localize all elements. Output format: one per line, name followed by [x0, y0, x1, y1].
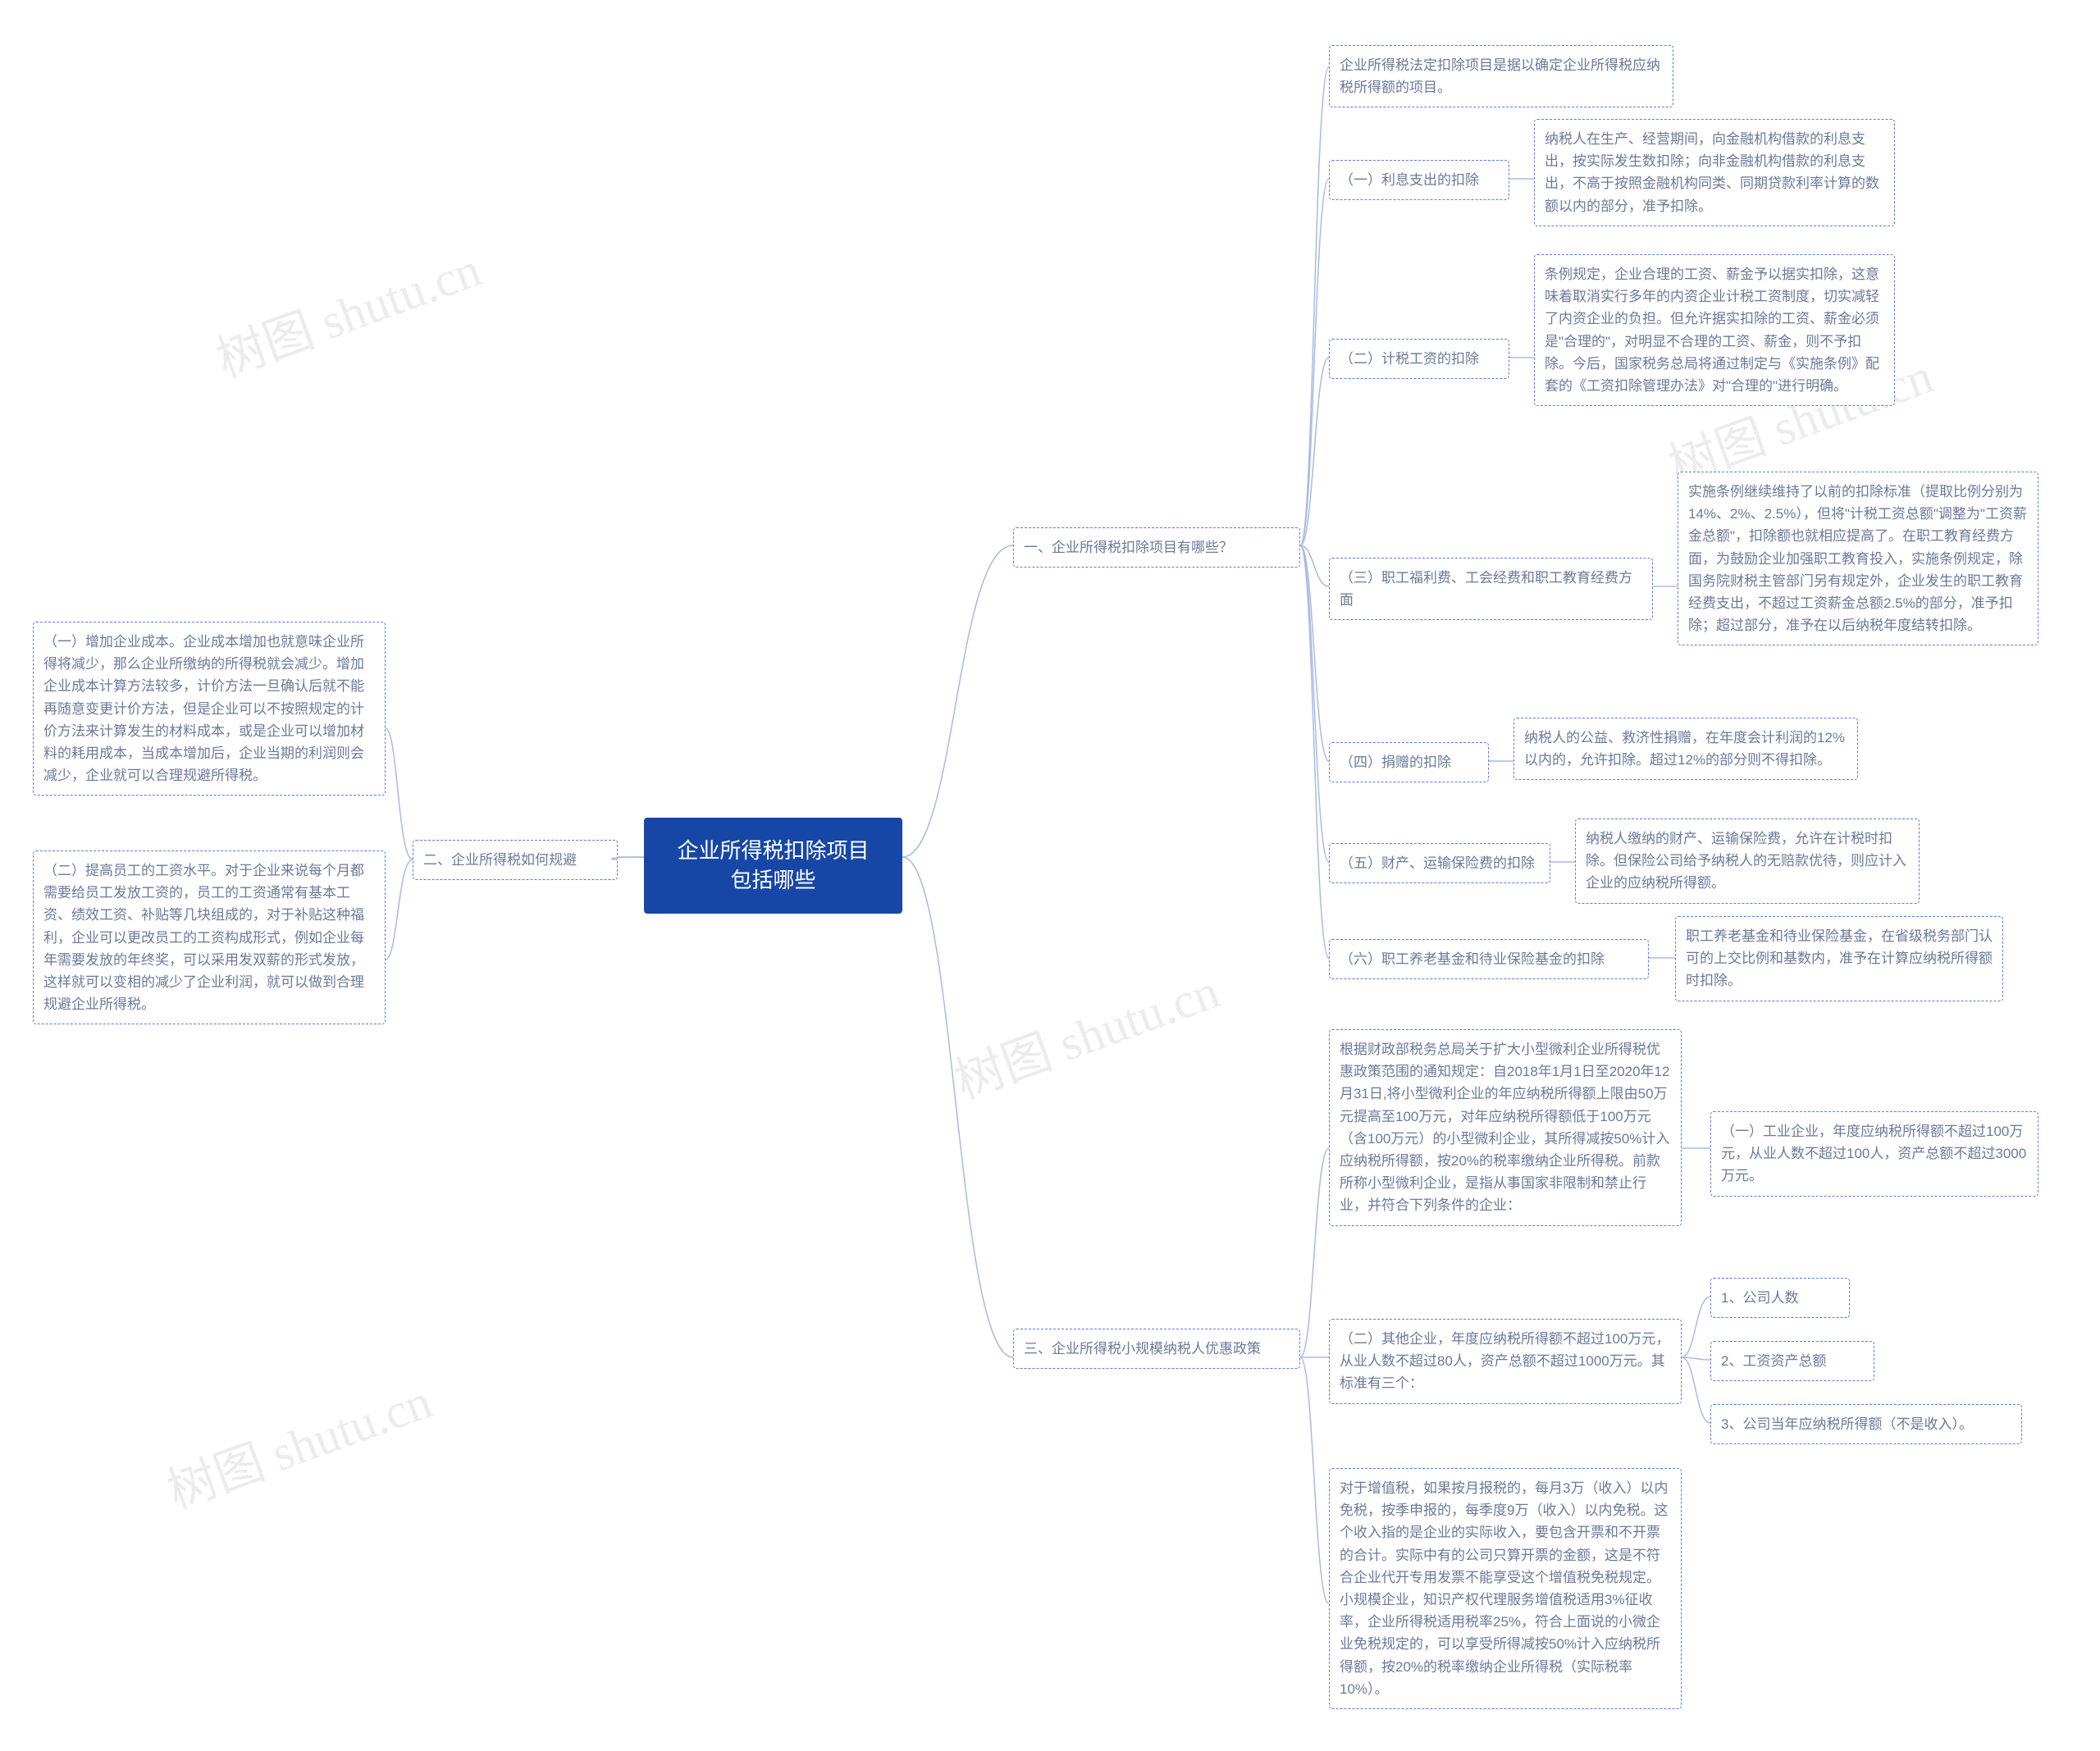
branch-3: 三、企业所得税小规模纳税人优惠政策	[1013, 1329, 1300, 1369]
b1-c4-label: （四）捐赠的扣除	[1329, 742, 1489, 782]
node-text: 1、公司人数	[1721, 1290, 1798, 1306]
branch-label: 一、企业所得税扣除项目有哪些？	[1024, 540, 1233, 555]
node-text: （三）职工福利费、工会经费和职工教育经费方面	[1340, 570, 1632, 608]
node-text: （一）增加企业成本。企业成本增加也就意味企业所得将减少，那么企业所缴纳的所得税就…	[43, 634, 364, 783]
node-text: （一）工业企业，年度应纳税所得额不超过100万元，从业人数不超过100人，资产总…	[1721, 1124, 2026, 1183]
branch-label: 二、企业所得税如何规避	[423, 852, 577, 868]
node-text: 实施条例继续维持了以前的扣除标准（提取比例分别为14%、2%、2.5%），但将"…	[1688, 484, 2027, 633]
b1-c6-label: （六）职工养老基金和待业保险基金的扣除	[1329, 939, 1649, 979]
node-text: （二）其他企业，年度应纳税所得额不超过100万元，从业人数不超过80人，资产总额…	[1340, 1331, 1669, 1391]
b1-c5-label: （五）财产、运输保险费的扣除	[1329, 843, 1550, 883]
node-text: 企业所得税法定扣除项目是据以确定企业所得税应纳税所得额的项目。	[1340, 57, 1660, 95]
b1-c3-text: 实施条例继续维持了以前的扣除标准（提取比例分别为14%、2%、2.5%），但将"…	[1678, 472, 2038, 645]
b1-c2-text: 条例规定，企业合理的工资、薪金予以据实扣除，这意味着取消实行多年的内资企业计税工…	[1534, 254, 1895, 406]
node-text: 条例规定，企业合理的工资、薪金予以据实扣除，这意味着取消实行多年的内资企业计税工…	[1545, 267, 1879, 394]
b3-c3-text: 对于增值税，如果按月报税的，每月3万（收入）以内免税，按季申报的，每季度9万（收…	[1329, 1468, 1682, 1709]
node-text: 根据财政部税务总局关于扩大小型微利企业所得税优惠政策范围的通知规定：自2018年…	[1340, 1042, 1669, 1213]
node-text: （六）职工养老基金和待业保险基金的扣除	[1340, 951, 1605, 967]
node-text: 3、公司当年应纳税所得额（不是收入）。	[1721, 1416, 1973, 1432]
node-text: 纳税人在生产、经营期间，向金融机构借款的利息支出，按实际发生数扣除；向非金融机构…	[1545, 131, 1879, 214]
b1-c1-label: （一）利息支出的扣除	[1329, 160, 1509, 200]
watermark: 树图 shutu.cn	[943, 951, 1227, 1113]
node-text: （五）财产、运输保险费的扣除	[1340, 855, 1535, 871]
node-text: （四）捐赠的扣除	[1340, 755, 1451, 770]
b3-c1-text: 根据财政部税务总局关于扩大小型微利企业所得税优惠政策范围的通知规定：自2018年…	[1329, 1029, 1682, 1226]
branch-2: 二、企业所得税如何规避	[413, 840, 618, 880]
b3-c2-s1: 1、公司人数	[1710, 1278, 1850, 1318]
b3-c1-sub: （一）工业企业，年度应纳税所得额不超过100万元，从业人数不超过100人，资产总…	[1710, 1111, 2038, 1197]
node-text: 纳税人的公益、救济性捐赠，在年度会计利润的12%以内的，允许扣除。超过12%的部…	[1524, 730, 1845, 768]
root-node: 企业所得税扣除项目包括哪些	[644, 818, 902, 914]
node-text: 纳税人缴纳的财产、运输保险费，允许在计税时扣除。但保险公司给予纳税人的无赔款优待…	[1586, 831, 1906, 891]
b3-c2-s3: 3、公司当年应纳税所得额（不是收入）。	[1710, 1404, 2022, 1444]
node-text: （二）计税工资的扣除	[1340, 351, 1479, 367]
root-text: 企业所得税扣除项目包括哪些	[677, 838, 869, 892]
b3-c2-label: （二）其他企业，年度应纳税所得额不超过100万元，从业人数不超过80人，资产总额…	[1329, 1319, 1682, 1404]
watermark: 树图 shutu.cn	[205, 230, 489, 391]
node-text: 对于增值税，如果按月报税的，每月3万（收入）以内免税，按季申报的，每季度9万（收…	[1340, 1480, 1668, 1697]
node-text: 2、工资资产总额	[1721, 1353, 1826, 1369]
b1-c4-text: 纳税人的公益、救济性捐赠，在年度会计利润的12%以内的，允许扣除。超过12%的部…	[1513, 718, 1858, 780]
b1-c6-text: 职工养老基金和待业保险基金，在省级税务部门认可的上交比例和基数内，准予在计算应纳…	[1675, 916, 2003, 1001]
b1-c5-text: 纳税人缴纳的财产、运输保险费，允许在计税时扣除。但保险公司给予纳税人的无赔款优待…	[1575, 819, 1920, 904]
b3-c2-s2: 2、工资资产总额	[1710, 1341, 1874, 1381]
branch-label: 三、企业所得税小规模纳税人优惠政策	[1024, 1341, 1261, 1357]
b2-c1: （一）增加企业成本。企业成本增加也就意味企业所得将减少，那么企业所缴纳的所得税就…	[33, 622, 386, 796]
watermark: 树图 shutu.cn	[156, 1361, 440, 1523]
b1-c1-text: 纳税人在生产、经营期间，向金融机构借款的利息支出，按实际发生数扣除；向非金融机构…	[1534, 119, 1895, 226]
b1-c3-label: （三）职工福利费、工会经费和职工教育经费方面	[1329, 558, 1653, 620]
b2-c2: （二）提高员工的工资水平。对于企业来说每个月都需要给员工发放工资的，员工的工资通…	[33, 850, 386, 1024]
b1-c0-text: 企业所得税法定扣除项目是据以确定企业所得税应纳税所得额的项目。	[1329, 45, 1673, 107]
node-text: （二）提高员工的工资水平。对于企业来说每个月都需要给员工发放工资的，员工的工资通…	[43, 863, 364, 1012]
node-text: 职工养老基金和待业保险基金，在省级税务部门认可的上交比例和基数内，准予在计算应纳…	[1686, 928, 1993, 988]
node-text: （一）利息支出的扣除	[1340, 172, 1479, 188]
b1-c2-label: （二）计税工资的扣除	[1329, 339, 1509, 379]
branch-1: 一、企业所得税扣除项目有哪些？	[1013, 527, 1300, 568]
